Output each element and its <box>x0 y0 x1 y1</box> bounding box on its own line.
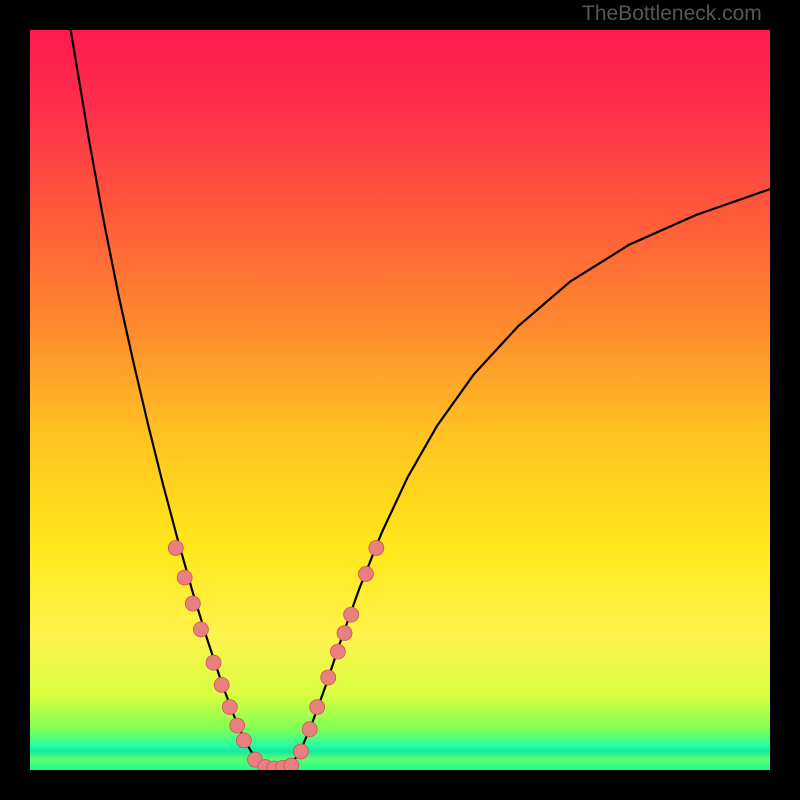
data-marker <box>302 722 317 737</box>
data-marker <box>321 670 336 685</box>
data-marker <box>337 626 352 641</box>
plot-area <box>30 30 770 770</box>
data-marker <box>193 622 208 637</box>
data-marker <box>230 718 245 733</box>
data-marker <box>214 677 229 692</box>
data-marker <box>185 596 200 611</box>
data-marker <box>222 700 237 715</box>
data-marker <box>344 607 359 622</box>
data-marker <box>168 541 183 556</box>
data-marker <box>310 700 325 715</box>
data-marker <box>206 655 221 670</box>
data-marker <box>358 566 373 581</box>
stage: TheBottleneck.com <box>0 0 800 800</box>
marker-layer <box>30 30 770 770</box>
data-marker <box>369 541 384 556</box>
data-marker <box>177 570 192 585</box>
data-marker <box>284 758 299 770</box>
data-marker <box>293 744 308 759</box>
data-marker <box>236 733 251 748</box>
watermark-text: TheBottleneck.com <box>582 2 762 26</box>
data-marker <box>330 644 345 659</box>
